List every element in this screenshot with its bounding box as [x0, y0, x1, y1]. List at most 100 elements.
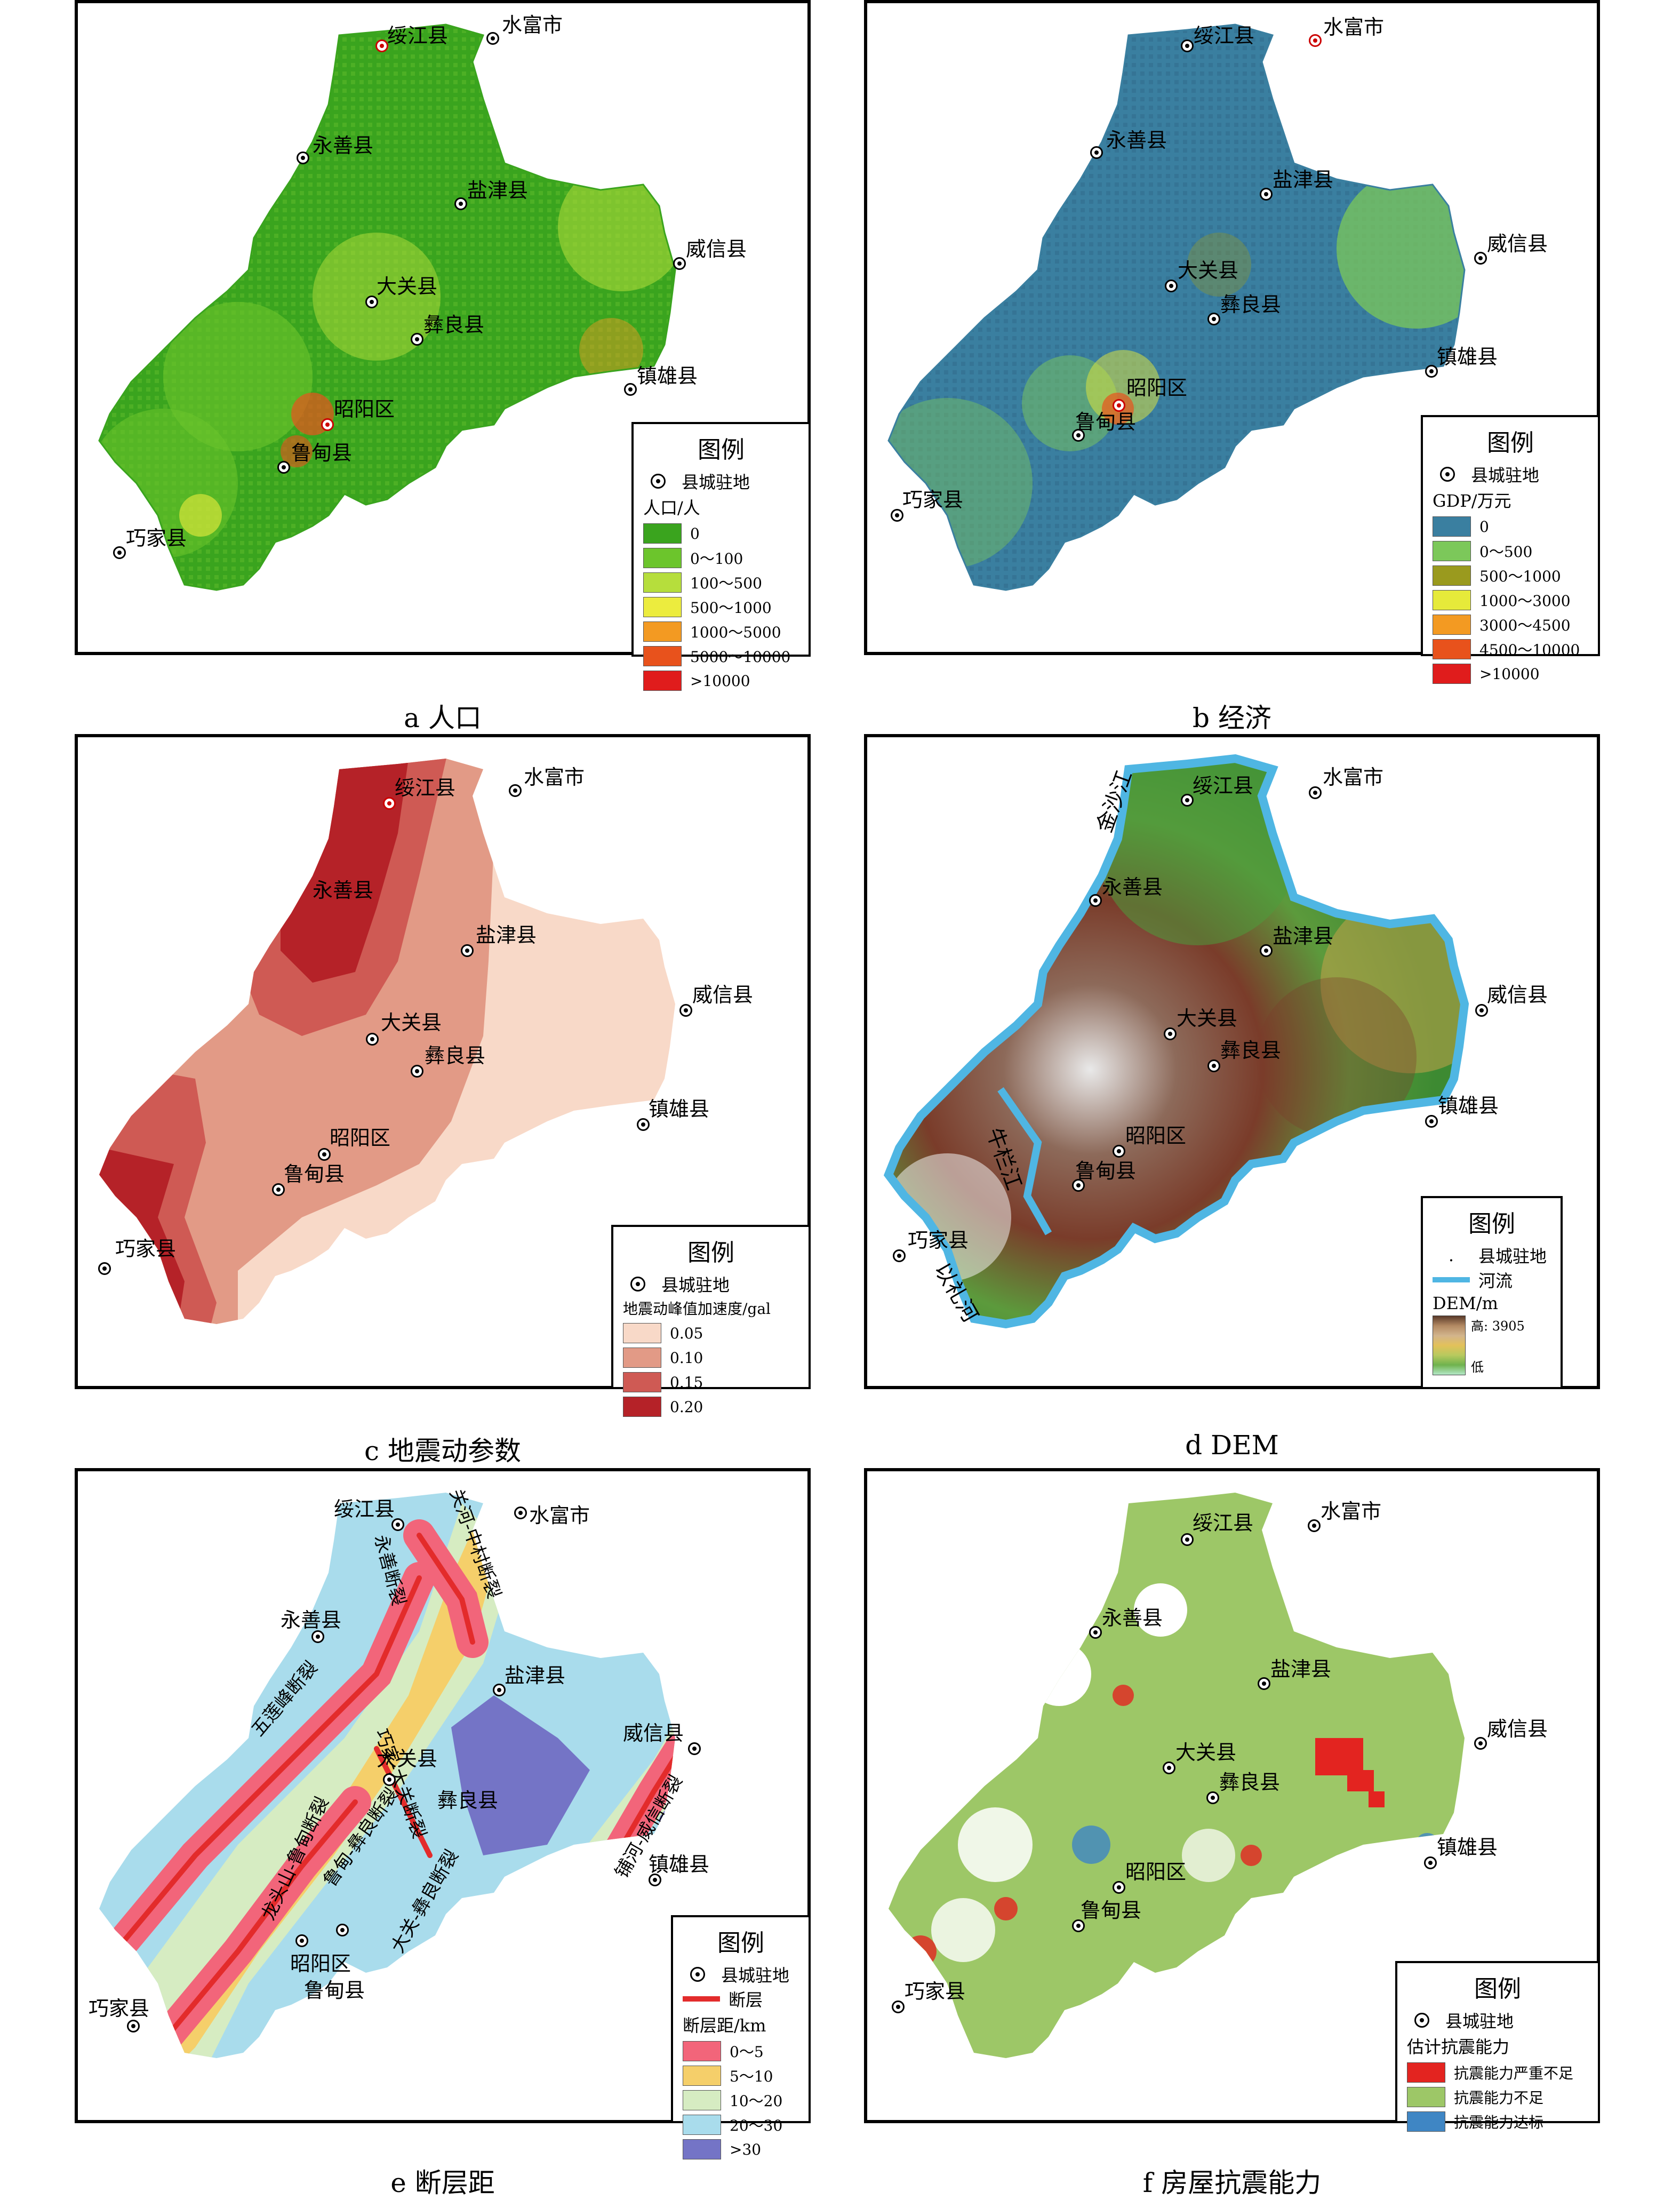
- city-yanjin: 盐津县: [467, 179, 529, 202]
- legend-swatch: [643, 646, 682, 666]
- legend-swatch: [1433, 590, 1471, 610]
- city-zhenxiong: 镇雄县: [649, 1853, 710, 1876]
- legend-swatch: [1433, 664, 1471, 684]
- city-zhaoyang: 昭阳区: [1125, 1860, 1187, 1884]
- city-ludian: 鲁甸县: [291, 441, 353, 465]
- legend-swatch: [683, 2090, 721, 2110]
- city-zhenxiong: 镇雄县: [1438, 1094, 1499, 1118]
- city-qiaojia: 巧家县: [908, 1229, 969, 1252]
- seat-marker: [1072, 1919, 1085, 1932]
- seat-marker: [1424, 1856, 1437, 1869]
- seat-marker: [1475, 1004, 1488, 1017]
- city-qiaojia: 巧家县: [905, 1980, 966, 2003]
- seat-marker: [1113, 1145, 1125, 1158]
- legend-item-label: 3000～4500: [1479, 617, 1571, 634]
- city-yongshan: 永善县: [1102, 1606, 1163, 1630]
- legend-item-label: >10000: [690, 672, 750, 690]
- panel-e-fault-distance: 绥江县 水富市 永善县 盐津县 威信县 大关县 彝良县 镇雄县 昭阳区 鲁甸县 …: [75, 1468, 811, 2159]
- legend-title: 图例: [1468, 1210, 1515, 1238]
- legend-item-label: 5000～10000: [690, 648, 791, 666]
- city-daguan: 大关县: [381, 1011, 442, 1034]
- legend-dem: 图例 . 县城驻地 河流 DEM/m 高: 3905 低: [1421, 1196, 1563, 1389]
- seat-marker: [461, 944, 474, 957]
- seat-marker: [514, 1506, 527, 1519]
- city-suijiang: 绥江县: [395, 776, 456, 800]
- city-ludian: 鲁甸县: [304, 1979, 365, 2002]
- city-shuifu: 水富市: [502, 13, 563, 37]
- city-yongshan: 永善县: [1106, 129, 1167, 152]
- seat-marker: [679, 1004, 692, 1017]
- legend-title: 图例: [717, 1930, 764, 1957]
- legend-swatch: [683, 2066, 721, 2086]
- legend-item-label: 100～500: [690, 575, 762, 592]
- legend-item-label: 0.15: [670, 1373, 703, 1391]
- legend-seat-label: 县城驻地: [1471, 465, 1540, 485]
- seat-marker: [1072, 429, 1085, 442]
- legend-swatch: [1433, 516, 1471, 537]
- city-zhaoyang: 昭阳区: [1126, 376, 1188, 400]
- caption-a: a 人口: [404, 703, 482, 734]
- seat-marker: [637, 1118, 650, 1131]
- city-yiliang: 彝良县: [437, 1789, 499, 1812]
- legend-item-label: 抗震能力达标: [1454, 2114, 1544, 2131]
- seat-icon: [1414, 2013, 1429, 2028]
- city-qiaojia: 巧家县: [115, 1237, 177, 1261]
- panel-c-seismic: 绥江县 水富市 永善县 盐津县 威信县 大关县 彝良县 镇雄县 昭阳区 鲁甸县 …: [75, 734, 811, 1417]
- legend-seat-label: 县城驻地: [1478, 1246, 1547, 1266]
- city-zhaoyang: 昭阳区: [334, 397, 395, 421]
- legend-swatch: [683, 2115, 721, 2135]
- seat-marker: [1165, 280, 1178, 292]
- seat-marker: [365, 296, 378, 308]
- seat-marker: [321, 418, 334, 431]
- city-suijiang: 绥江县: [1193, 774, 1254, 798]
- city-ludian: 鲁甸县: [1081, 1899, 1142, 1922]
- legend-title: 图例: [698, 436, 745, 464]
- building-resistance-map: [889, 1493, 1465, 2058]
- city-shuifu: 水富市: [1321, 1500, 1382, 1523]
- legend-item-label: >30: [730, 2140, 762, 2158]
- city-shuifu: 水富市: [1323, 15, 1385, 39]
- city-shuifu: 水富市: [1323, 766, 1384, 789]
- legend-title: 图例: [1487, 429, 1534, 457]
- caption-d: d DEM: [1185, 1430, 1279, 1461]
- legend-gdp: 图例 县城驻地 GDP/万元 0 0～500 500～1000 1000～300…: [1421, 415, 1600, 684]
- fault-distance-map: [99, 1493, 675, 2058]
- seat-marker: [454, 197, 467, 210]
- caption-e: e 断层距: [390, 2167, 495, 2198]
- legend-item-label: 0～5: [730, 2043, 764, 2061]
- seat-marker: [411, 333, 423, 346]
- seat-marker: [98, 1262, 111, 1275]
- city-qiaojia: 巧家县: [89, 1997, 150, 2020]
- seat-marker: [1260, 188, 1273, 201]
- city-weixin: 威信县: [1487, 232, 1548, 256]
- seat-marker: [375, 39, 388, 52]
- legend-swatch: [623, 1397, 661, 1417]
- legend-unit: DEM/m: [1433, 1293, 1498, 1313]
- seat-marker: [509, 784, 522, 797]
- legend-item-label: 4500～10000: [1479, 641, 1580, 659]
- seat-icon: [690, 1967, 705, 1982]
- seat-marker: [649, 1874, 661, 1886]
- legend-item-label: 0～500: [1479, 543, 1533, 561]
- legend-swatch: [643, 621, 682, 642]
- legend-title: 图例: [1474, 1975, 1521, 2003]
- legend-item-label: 0.20: [670, 1398, 703, 1416]
- legend-item-label: 0.05: [670, 1324, 703, 1342]
- seat-marker: [1113, 399, 1125, 412]
- legend-item-label: 20～30: [730, 2117, 783, 2134]
- legend-seat-label: 县城驻地: [1445, 2011, 1514, 2031]
- legend-item-label: 10～20: [730, 2092, 783, 2110]
- dem-map: [867, 737, 1597, 1386]
- legend-swatch: [643, 548, 682, 568]
- legend-swatch: [1433, 615, 1471, 635]
- city-yanjin: 盐津县: [1273, 924, 1334, 948]
- legend-swatch: [623, 1372, 661, 1392]
- city-suijiang: 绥江县: [1194, 24, 1255, 47]
- legend-item-label: 抗震能力不足: [1454, 2089, 1544, 2107]
- seat-marker: [1474, 252, 1487, 265]
- seismic-map: [99, 759, 675, 1324]
- fault-legend-icon: [683, 1996, 720, 2002]
- seat-marker: [1474, 1737, 1487, 1750]
- panel-d-dem: 绥江县 水富市 永善县 盐津县 威信县 大关县 彝良县 镇雄县 昭阳区 鲁甸县 …: [864, 734, 1600, 1389]
- seat-marker: [277, 461, 290, 474]
